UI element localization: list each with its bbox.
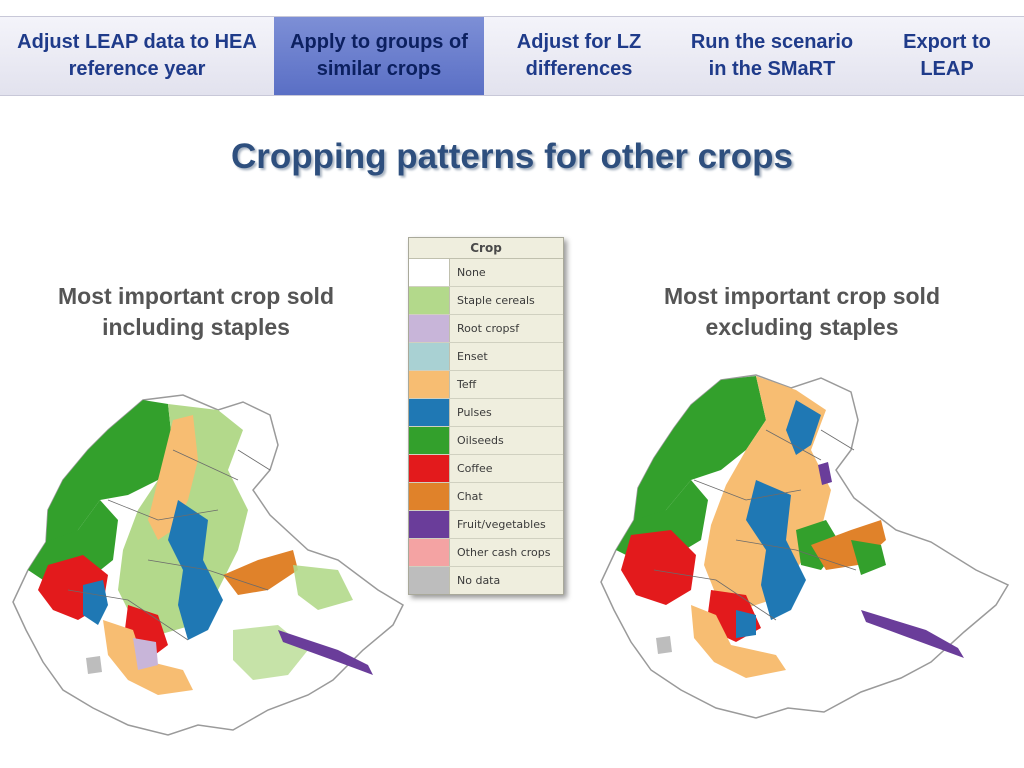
region-pulses-rift [746, 480, 806, 620]
boundaries [67, 449, 271, 641]
map-including-staples [12, 394, 404, 736]
nav-step-run-smart[interactable]: Run the scenario in the SMaRT [690, 31, 854, 80]
region-oilseeds-north [634, 376, 766, 530]
region-oilseeds-east [851, 540, 886, 575]
nav-step-adjust-leap[interactable]: Adjust LEAP data to HEA reference year [17, 31, 257, 80]
legend-row: Chat [409, 483, 563, 511]
nav-step-adjust-lz[interactable]: Adjust for LZ differences [516, 31, 642, 80]
legend-row: Pulses [409, 399, 563, 427]
nav-step-export-leap[interactable]: Export to LEAP [903, 31, 991, 80]
legend-label: None [457, 266, 486, 279]
legend-row: Root cropsf [409, 315, 563, 343]
legend-header: Crop [409, 238, 563, 259]
map-excluding-staples [600, 374, 1010, 719]
process-nav-bar: Adjust LEAP data to HEA reference year A… [0, 16, 1024, 96]
region-nodata [86, 656, 102, 674]
legend-label: Chat [457, 490, 483, 503]
region-teff-south [691, 605, 786, 678]
region-pulses-north [786, 400, 821, 455]
region-pulses-south [736, 610, 756, 638]
boundaries [653, 429, 857, 621]
legend-row: Staple cereals [409, 287, 563, 315]
legend-row: Oilseeds [409, 427, 563, 455]
legend-swatch [409, 259, 450, 286]
legend-label: Staple cereals [457, 294, 535, 307]
region-oilseeds-north [46, 400, 173, 550]
legend-row: Coffee [409, 455, 563, 483]
legend-swatch [409, 315, 450, 342]
legend-label: No data [457, 574, 501, 587]
legend-swatch [409, 287, 450, 314]
region-fruit-veg [861, 610, 964, 658]
region-rootcrops [133, 638, 158, 670]
region-teff-central [148, 415, 198, 540]
legend-swatch [409, 343, 450, 370]
legend-label: Pulses [457, 406, 492, 419]
legend-swatch [409, 539, 450, 566]
region-fruit-veg-north [818, 462, 832, 485]
legend-label: Teff [457, 378, 477, 391]
legend-label: Other cash crops [457, 546, 551, 559]
legend-label: Root cropsf [457, 322, 520, 335]
legend-row: Teff [409, 371, 563, 399]
region-pulses-west [83, 580, 108, 625]
legend-swatch [409, 567, 450, 594]
legend-swatch [409, 511, 450, 538]
legend-row: No data [409, 567, 563, 594]
legend-swatch [409, 455, 450, 482]
left-map-heading: Most important crop sold including stapl… [58, 283, 334, 340]
region-chat-east [223, 550, 298, 595]
legend-row: Fruit/vegetables [409, 511, 563, 539]
region-nodata [656, 636, 672, 654]
legend-swatch [409, 371, 450, 398]
right-map-heading: Most important crop sold excluding stapl… [664, 283, 940, 340]
legend-swatch [409, 399, 450, 426]
legend-row: Other cash crops [409, 539, 563, 567]
region-fruit-veg [278, 630, 373, 675]
crop-legend: Crop None Staple cereals Root cropsf Enset T… [408, 237, 564, 595]
page-title: Cropping patterns for other crops [231, 137, 793, 176]
legend-swatch [409, 483, 450, 510]
legend-row: None [409, 259, 563, 287]
region-chat-east [811, 520, 886, 570]
legend-label: Coffee [457, 462, 493, 475]
region-coffee-west [621, 530, 696, 605]
legend-row: Enset [409, 343, 563, 371]
region-staples-east [293, 565, 353, 610]
legend-swatch [409, 427, 450, 454]
legend-label: Enset [457, 350, 488, 363]
nav-step-apply-groups[interactable]: Apply to groups of similar crops [274, 17, 484, 95]
region-pulses-rift [168, 500, 223, 640]
legend-label: Fruit/vegetables [457, 518, 546, 531]
legend-label: Oilseeds [457, 434, 504, 447]
region-teff-south [103, 620, 193, 695]
